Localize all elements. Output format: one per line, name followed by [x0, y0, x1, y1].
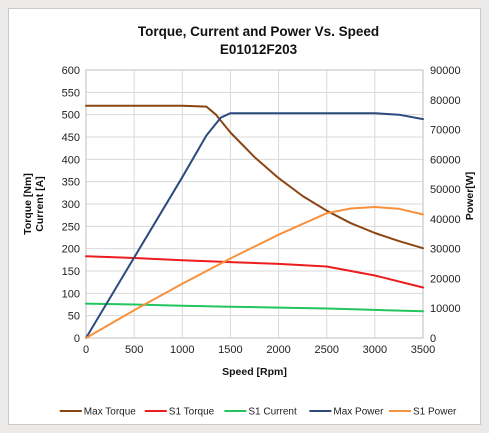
y2-tick-label: 50000	[430, 184, 461, 196]
y-tick-label: 150	[62, 266, 80, 278]
x-tick-label: 3000	[363, 344, 387, 356]
series-line-s1-current	[85, 302, 424, 313]
y-axis-label-line-2: Current [A]	[34, 176, 46, 231]
plot-area	[85, 69, 424, 339]
x-axis-label: Speed [Rpm]	[222, 366, 287, 378]
legend-item: S1 Current	[224, 407, 297, 418]
y-axis-label: Torque [Nm] Current [A]	[22, 173, 46, 235]
y2-axis-label: Power[W]	[464, 172, 476, 220]
series-line-max-power	[85, 112, 424, 339]
y-tick-label: 500	[62, 110, 80, 122]
legend-item: S1 Power	[389, 407, 457, 418]
chart-title: Torque, Current and Power Vs. Speed	[138, 24, 379, 39]
legend-label: Max Power	[333, 407, 384, 418]
legend-label: Max Torque	[84, 407, 137, 418]
y-tick-label: 350	[62, 177, 80, 189]
y2-tick-label: 10000	[430, 303, 461, 315]
legend-label: S1 Torque	[169, 407, 215, 418]
x-tick-label: 2000	[266, 344, 290, 356]
y-tick-label: 100	[62, 288, 80, 300]
y2-tick-label: 20000	[430, 273, 461, 285]
legend: Max Torque S1 Torque S1 Current Max Power S1…	[59, 407, 457, 418]
x-tick-label: 1000	[170, 344, 194, 356]
y-tick-label: 400	[62, 154, 80, 166]
x-tick-label: 2500	[314, 344, 338, 356]
tick-labels: 0 50 100 150 200 250 300 350 400 450 500 550 600 0 100…	[62, 65, 461, 356]
y2-tick-label: 70000	[430, 125, 461, 137]
x-tick-label: 3500	[411, 344, 435, 356]
grid-lines	[85, 69, 424, 339]
y-tick-label: 0	[74, 333, 80, 345]
y2-tick-label: 80000	[430, 95, 461, 107]
series-group	[85, 104, 424, 339]
legend-item: Max Power	[309, 407, 384, 418]
y-tick-label: 50	[68, 311, 80, 323]
legend-label: S1 Current	[248, 407, 297, 418]
y2-tick-label: 30000	[430, 244, 461, 256]
y2-tick-label: 40000	[430, 214, 461, 226]
y-tick-label: 550	[62, 87, 80, 99]
y-tick-label: 450	[62, 132, 80, 144]
x-tick-label: 0	[83, 344, 89, 356]
y-tick-label: 200	[62, 244, 80, 256]
x-tick-label: 1500	[218, 344, 242, 356]
chart-svg: 0 50 100 150 200 250 300 350 400 450 500 550 600 0 100…	[22, 24, 476, 418]
y2-tick-label: 0	[430, 333, 436, 345]
y-axis-label-line-1: Torque [Nm]	[22, 173, 34, 235]
y2-tick-label: 90000	[430, 65, 461, 77]
y-tick-label: 300	[62, 199, 80, 211]
y-tick-label: 600	[62, 65, 80, 77]
legend-label: S1 Power	[413, 407, 457, 418]
series-line-max-torque	[85, 104, 424, 250]
series-line-s1-torque	[85, 255, 424, 289]
y-tick-label: 250	[62, 221, 80, 233]
chart-subtitle: E01012F203	[220, 42, 298, 57]
legend-item: S1 Torque	[144, 407, 215, 418]
series-line-s1-power	[85, 206, 424, 339]
legend-item: Max Torque	[59, 407, 137, 418]
x-tick-label: 500	[125, 344, 143, 356]
chart-panel: 0 50 100 150 200 250 300 350 400 450 500 550 600 0 100…	[8, 8, 481, 425]
y2-tick-label: 60000	[430, 154, 461, 166]
